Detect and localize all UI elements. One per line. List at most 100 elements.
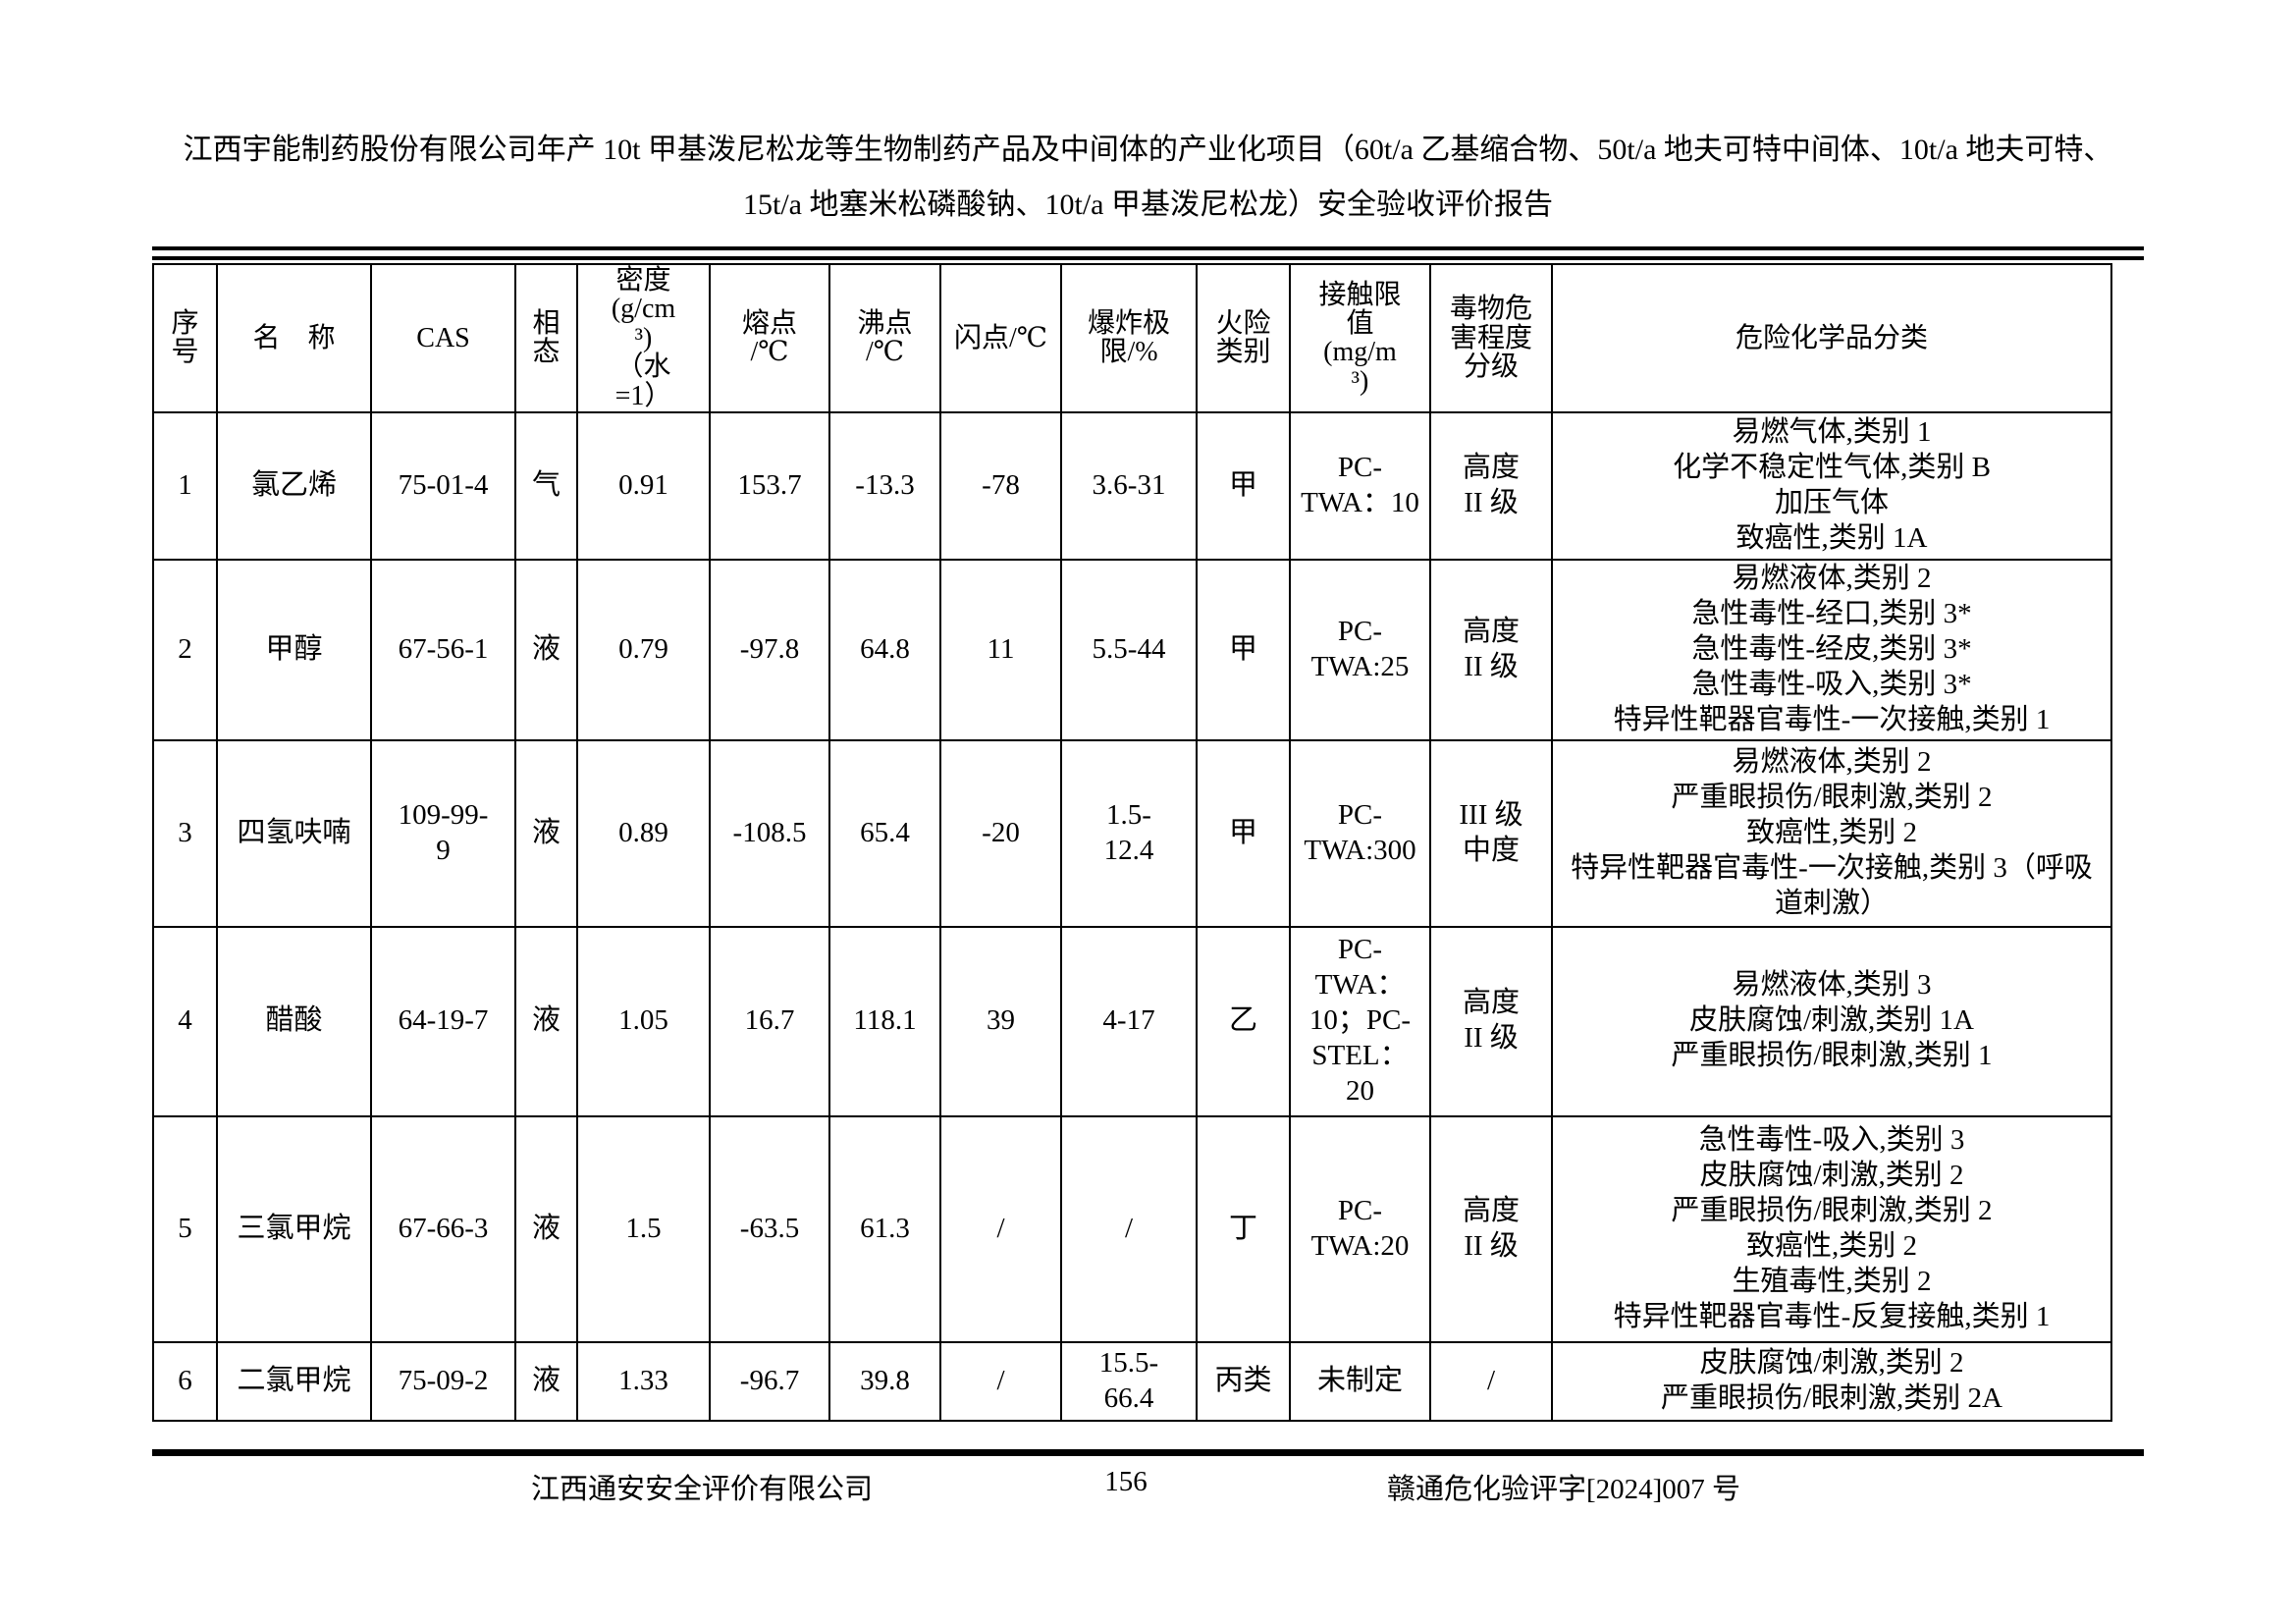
cell-flash-point: 39 <box>939 925 1062 1117</box>
cell-exposure-limit: PC- TWA： 10；PC- STEL： 20 <box>1289 925 1431 1117</box>
cell-no: 6 <box>152 1340 218 1422</box>
cell-fire-class: 甲 <box>1196 410 1291 561</box>
cell-fire-class: 甲 <box>1196 558 1291 741</box>
header-boiling-point: 沸点 /℃ <box>828 263 941 413</box>
cell-classification: 易燃气体,类别 1 化学不稳定性气体,类别 B 加压气体 致癌性,类别 1A <box>1551 410 2112 561</box>
cell-cas: 109-99- 9 <box>370 738 516 928</box>
cell-boiling-point: 65.4 <box>828 738 941 928</box>
cell-melting-point: -96.7 <box>709 1340 830 1422</box>
cell-toxic-grade: III 级 中度 <box>1429 738 1553 928</box>
cell-classification: 易燃液体,类别 2 严重眼损伤/眼刺激,类别 2 致癌性,类别 2 特异性靶器官… <box>1551 738 2112 928</box>
cell-exposure-limit: PC- TWA:25 <box>1289 558 1431 741</box>
cell-exposure-limit: 未制定 <box>1289 1340 1431 1422</box>
report-title-line2: 15t/a 地塞米松磷酸钠、10t/a 甲基泼尼松龙）安全验收评价报告 <box>743 189 1553 221</box>
cell-melting-point: -108.5 <box>709 738 830 928</box>
footer-separator-rule <box>152 1448 2144 1456</box>
cell-classification: 易燃液体,类别 2 急性毒性-经口,类别 3* 急性毒性-经皮,类别 3* 急性… <box>1551 558 2112 741</box>
cell-explosion-limit: / <box>1060 1114 1198 1343</box>
cell-no: 3 <box>152 738 218 928</box>
header-fire-class: 火险 类别 <box>1196 263 1291 413</box>
header-name: 名 称 <box>216 263 372 413</box>
cell-toxic-grade: 高度 II 级 <box>1429 558 1553 741</box>
header-seq-no: 序 号 <box>152 263 218 413</box>
cell-phase: 液 <box>514 1114 578 1343</box>
cell-explosion-limit: 5.5-44 <box>1060 558 1198 741</box>
cell-boiling-point: 118.1 <box>828 925 941 1117</box>
footer-doc-number: 赣通危化验评字[2024]007 号 <box>1386 1473 1741 1505</box>
header-phase: 相 态 <box>514 263 578 413</box>
report-title: 江西宇能制药股份有限公司年产 10t 甲基泼尼松龙等生物制药产品及中间体的产业化… <box>0 0 2296 233</box>
cell-fire-class: 丙类 <box>1196 1340 1291 1422</box>
cell-flash-point: -78 <box>939 410 1062 561</box>
cell-name: 四氢呋喃 <box>216 738 372 928</box>
cell-density: 1.5 <box>576 1114 711 1343</box>
cell-melting-point: 153.7 <box>709 410 830 561</box>
cell-toxic-grade: 高度 II 级 <box>1429 410 1553 561</box>
table-row: 6 二氯甲烷 75-09-2 液 1.33 -96.7 39.8 / 15.5- 66.4 丙类未… <box>152 1340 2112 1422</box>
cell-density: 0.79 <box>576 558 711 741</box>
page-footer: 江西通安安全评价有限公司 156 赣通危化验评字[2024]007 号 <box>152 1466 2144 1509</box>
cell-name: 三氯甲烷 <box>216 1114 372 1343</box>
title-separator-rule <box>152 246 2144 260</box>
cell-cas: 64-19-7 <box>370 925 516 1117</box>
cell-boiling-point: 61.3 <box>828 1114 941 1343</box>
cell-classification: 急性毒性-吸入,类别 3 皮肤腐蚀/刺激,类别 2 严重眼损伤/眼刺激,类别 2… <box>1551 1114 2112 1343</box>
table-row: 4 醋酸 64-19-7 液 1.05 16.7 118.1 39 4-17 乙 PC- TWA： … <box>152 925 2112 1117</box>
cell-classification: 易燃液体,类别 3 皮肤腐蚀/刺激,类别 1A 严重眼损伤/眼刺激,类别 1 <box>1551 925 2112 1117</box>
cell-no: 2 <box>152 558 218 741</box>
cell-no: 4 <box>152 925 218 1117</box>
table-row: 2 甲醇 67-56-1 液 0.79 -97.8 64.8 11 5.5-44 甲 PC- TWA… <box>152 558 2112 741</box>
cell-fire-class: 丁 <box>1196 1114 1291 1343</box>
cell-phase: 液 <box>514 1340 578 1422</box>
cell-name: 二氯甲烷 <box>216 1340 372 1422</box>
cell-fire-class: 乙 <box>1196 925 1291 1117</box>
cell-toxic-grade: 高度 II 级 <box>1429 1114 1553 1343</box>
cell-name: 甲醇 <box>216 558 372 741</box>
cell-no: 1 <box>152 410 218 561</box>
cell-boiling-point: 39.8 <box>828 1340 941 1422</box>
header-density: 密度 (g/cm ³) （水 =1） <box>576 263 711 413</box>
cell-density: 1.05 <box>576 925 711 1117</box>
header-flash-point: 闪点/℃ <box>939 263 1062 413</box>
cell-explosion-limit: 4-17 <box>1060 925 1198 1117</box>
cell-explosion-limit: 1.5- 12.4 <box>1060 738 1198 928</box>
report-title-line1: 江西宇能制药股份有限公司年产 10t 甲基泼尼松龙等生物制药产品及中间体的产业化… <box>183 134 2113 166</box>
cell-toxic-grade: / <box>1429 1340 1553 1422</box>
cell-phase: 液 <box>514 925 578 1117</box>
cell-phase: 液 <box>514 738 578 928</box>
cell-boiling-point: 64.8 <box>828 558 941 741</box>
cell-melting-point: -63.5 <box>709 1114 830 1343</box>
cell-name: 醋酸 <box>216 925 372 1117</box>
cell-explosion-limit: 3.6-31 <box>1060 410 1198 561</box>
footer-page-number: 156 <box>1104 1465 1148 1497</box>
cell-density: 0.89 <box>576 738 711 928</box>
cell-phase: 液 <box>514 558 578 741</box>
table-header-row: 序 号名 称 CAS 相 态密度 (g/cm ³) （水 =1） 熔点 /℃ 沸点 /℃… <box>152 263 2112 413</box>
table-row: 3 四氢呋喃 109-99- 9 液 0.89 -108.5 65.4 -20 1.5- 12.… <box>152 738 2112 928</box>
cell-cas: 67-66-3 <box>370 1114 516 1343</box>
cell-toxic-grade: 高度 II 级 <box>1429 925 1553 1117</box>
header-exposure-limit: 接触限 值 (mg/m ³) <box>1289 263 1431 413</box>
cell-flash-point: 11 <box>939 558 1062 741</box>
cell-classification: 皮肤腐蚀/刺激,类别 2 严重眼损伤/眼刺激,类别 2A <box>1551 1340 2112 1422</box>
cell-density: 1.33 <box>576 1340 711 1422</box>
cell-cas: 75-09-2 <box>370 1340 516 1422</box>
table-row: 1 氯乙烯 75-01-4 气 0.91 153.7 -13.3 -78 3.6-31 甲 PC- … <box>152 410 2112 561</box>
header-toxic-grade: 毒物危 害程度 分级 <box>1429 263 1553 413</box>
cell-exposure-limit: PC- TWA:20 <box>1289 1114 1431 1343</box>
header-classification: 危险化学品分类 <box>1551 263 2112 413</box>
cell-explosion-limit: 15.5- 66.4 <box>1060 1340 1198 1422</box>
hazardous-chemicals-table: 序 号名 称 CAS 相 态密度 (g/cm ³) （水 =1） 熔点 /℃ 沸点 /℃… <box>152 263 2112 1422</box>
cell-exposure-limit: PC- TWA:300 <box>1289 738 1431 928</box>
cell-melting-point: -97.8 <box>709 558 830 741</box>
table-row: 5 三氯甲烷 67-66-3 液 1.5 -63.5 61.3// 丁 PC- TWA:20 高度… <box>152 1114 2112 1343</box>
header-explosion-limit: 爆炸极 限/% <box>1060 263 1198 413</box>
cell-flash-point: / <box>939 1114 1062 1343</box>
cell-no: 5 <box>152 1114 218 1343</box>
cell-cas: 75-01-4 <box>370 410 516 561</box>
cell-cas: 67-56-1 <box>370 558 516 741</box>
cell-exposure-limit: PC- TWA：10 <box>1289 410 1431 561</box>
header-cas: CAS <box>370 263 516 413</box>
cell-flash-point: -20 <box>939 738 1062 928</box>
